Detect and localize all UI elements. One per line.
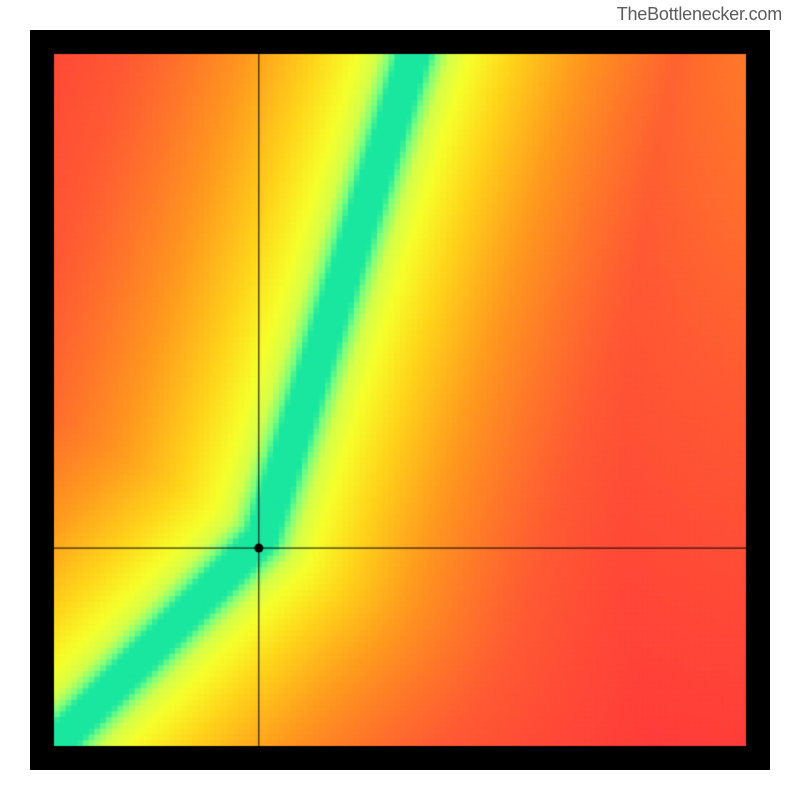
heatmap-canvas: [30, 30, 770, 770]
chart-container: [30, 30, 770, 770]
brand-label: TheBottlenecker.com: [617, 4, 782, 25]
